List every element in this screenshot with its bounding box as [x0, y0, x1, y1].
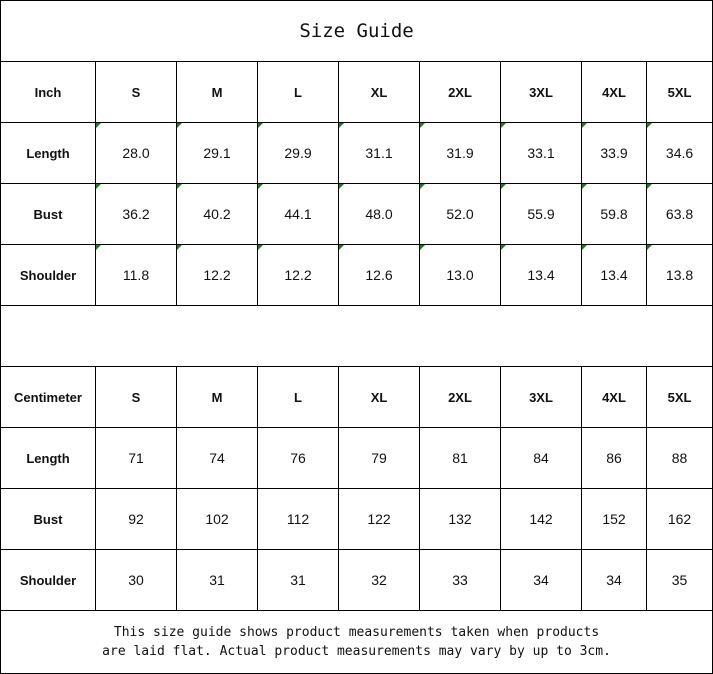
- measurement-cell: 36.2: [95, 183, 177, 245]
- note-line-1: This size guide shows product measuremen…: [113, 625, 600, 640]
- cm-unit-label: Centimeter: [0, 366, 96, 428]
- size-header-2xl: 2XL: [419, 61, 501, 123]
- table-row: Bust 92 102 112 122 132 142 152 162: [0, 488, 713, 550]
- measurement-cell: 132: [419, 488, 501, 550]
- measurement-cell: 34: [581, 549, 647, 611]
- measurement-cell: 13.4: [500, 244, 582, 306]
- row-label: Shoulder: [0, 244, 96, 306]
- size-header-xl: XL: [338, 61, 420, 123]
- size-header-xl: XL: [338, 366, 420, 428]
- measurement-cell: 55.9: [500, 183, 582, 245]
- measurement-cell: 34: [500, 549, 582, 611]
- table-row: Shoulder 30 31 31 32 33 34 34 35: [0, 549, 713, 611]
- measurement-cell: 71: [95, 427, 177, 489]
- measurement-cell: 162: [645, 488, 713, 550]
- table-row: Length 28.0 29.1 29.9 31.1 31.9 33.1 33.9 34.6: [0, 122, 713, 184]
- measurement-cell: 28.0: [95, 122, 177, 184]
- measurement-cell: 92: [95, 488, 177, 550]
- row-label: Length: [0, 427, 96, 489]
- measurement-cell: 34.6: [645, 122, 713, 184]
- measurement-cell: 88: [645, 427, 713, 489]
- measurement-cell: 13.0: [419, 244, 501, 306]
- spacer-cell: [0, 305, 713, 367]
- spacer-row: [0, 305, 713, 367]
- inch-unit-label: Inch: [0, 61, 96, 123]
- measurement-cell: 63.8: [645, 183, 713, 245]
- measurement-cell: 12.2: [176, 244, 258, 306]
- measurement-cell: 40.2: [176, 183, 258, 245]
- measurement-cell: 48.0: [338, 183, 420, 245]
- page-title: Size Guide: [0, 0, 713, 62]
- note-line-2: are laid flat. Actual product measuremen…: [102, 644, 611, 659]
- measurement-cell: 33: [419, 549, 501, 611]
- measurement-cell: 11.8: [95, 244, 177, 306]
- measurement-cell: 59.8: [581, 183, 647, 245]
- inch-header-row: Inch S M L XL 2XL 3XL 4XL 5XL: [0, 61, 713, 123]
- measurement-cell: 44.1: [257, 183, 339, 245]
- note-row: This size guide shows product measuremen…: [0, 610, 713, 674]
- measurement-cell: 112: [257, 488, 339, 550]
- measurement-cell: 31.9: [419, 122, 501, 184]
- size-header-2xl: 2XL: [419, 366, 501, 428]
- size-header-4xl: 4XL: [581, 366, 647, 428]
- measurement-cell: 74: [176, 427, 258, 489]
- measurement-cell: 86: [581, 427, 647, 489]
- measurement-cell: 12.6: [338, 244, 420, 306]
- table-row: Bust 36.2 40.2 44.1 48.0 52.0 55.9 59.8 63.8: [0, 183, 713, 245]
- size-header-l: L: [257, 61, 339, 123]
- row-label: Bust: [0, 183, 96, 245]
- measurement-cell: 31.1: [338, 122, 420, 184]
- measurement-cell: 35: [645, 549, 713, 611]
- row-label: Shoulder: [0, 549, 96, 611]
- measurement-cell: 31: [257, 549, 339, 611]
- measurement-cell: 102: [176, 488, 258, 550]
- size-header-s: S: [95, 61, 177, 123]
- row-label: Length: [0, 122, 96, 184]
- measurement-cell: 29.1: [176, 122, 258, 184]
- measurement-cell: 29.9: [257, 122, 339, 184]
- table-row: Shoulder 11.8 12.2 12.2 12.6 13.0 13.4 13.4 13.8: [0, 244, 713, 306]
- size-header-s: S: [95, 366, 177, 428]
- size-header-m: M: [176, 366, 258, 428]
- size-header-5xl: 5XL: [645, 366, 713, 428]
- row-label: Bust: [0, 488, 96, 550]
- measurement-cell: 30: [95, 549, 177, 611]
- size-header-5xl: 5XL: [645, 61, 713, 123]
- size-header-4xl: 4XL: [581, 61, 647, 123]
- measurement-cell: 13.8: [645, 244, 713, 306]
- size-header-m: M: [176, 61, 258, 123]
- measurement-cell: 122: [338, 488, 420, 550]
- measurement-cell: 142: [500, 488, 582, 550]
- measurement-cell: 33.1: [500, 122, 582, 184]
- measurement-cell: 52.0: [419, 183, 501, 245]
- measurement-cell: 79: [338, 427, 420, 489]
- measurement-cell: 31: [176, 549, 258, 611]
- size-header-l: L: [257, 366, 339, 428]
- measurement-cell: 81: [419, 427, 501, 489]
- measurement-cell: 152: [581, 488, 647, 550]
- table-row: Length 71 74 76 79 81 84 86 88: [0, 427, 713, 489]
- size-note: This size guide shows product measuremen…: [0, 610, 713, 674]
- measurement-cell: 32: [338, 549, 420, 611]
- measurement-cell: 84: [500, 427, 582, 489]
- measurement-cell: 33.9: [581, 122, 647, 184]
- measurement-cell: 13.4: [581, 244, 647, 306]
- size-header-3xl: 3XL: [500, 366, 582, 428]
- measurement-cell: 76: [257, 427, 339, 489]
- size-header-3xl: 3XL: [500, 61, 582, 123]
- measurement-cell: 12.2: [257, 244, 339, 306]
- cm-header-row: Centimeter S M L XL 2XL 3XL 4XL 5XL: [0, 366, 713, 428]
